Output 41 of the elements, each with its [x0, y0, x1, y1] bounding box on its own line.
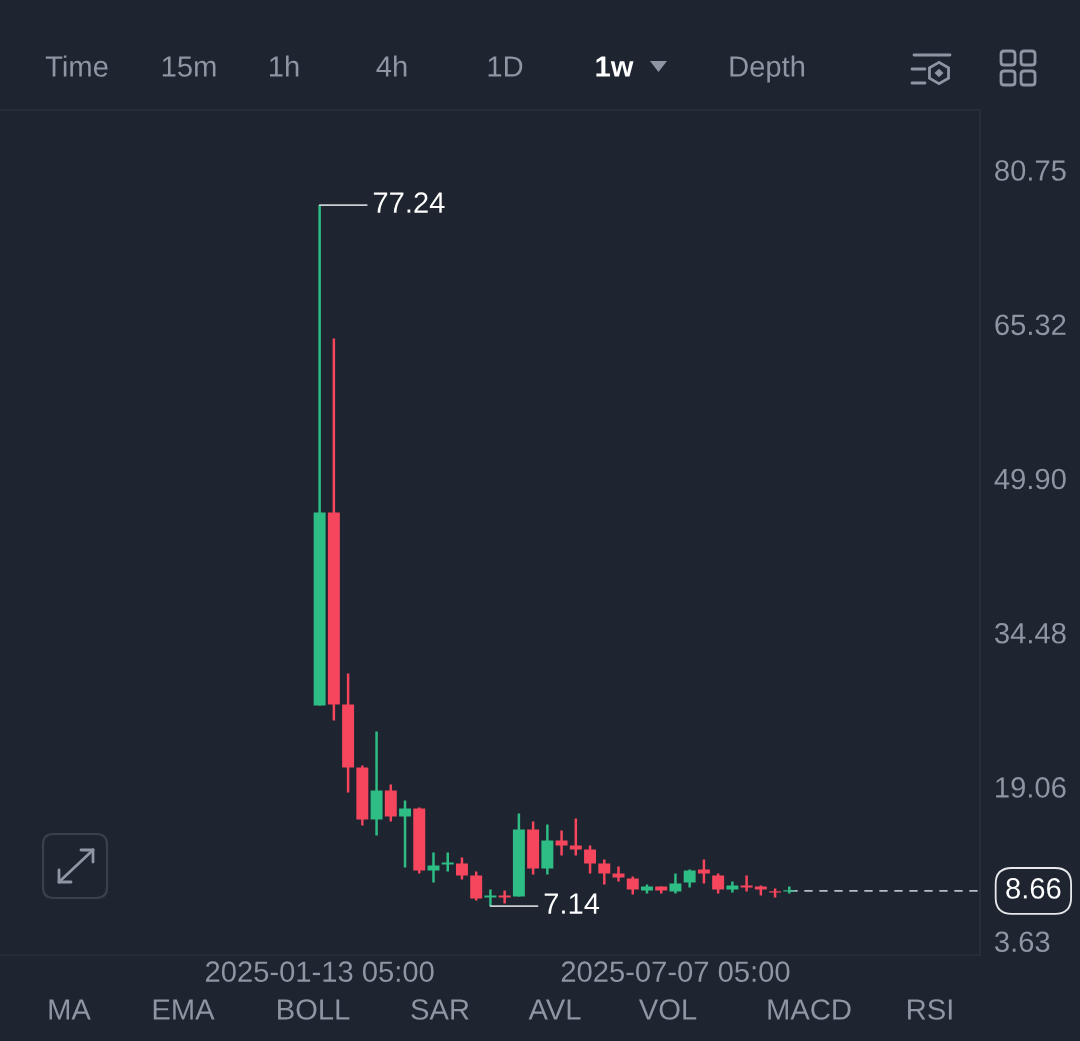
y-tick-label: 80.75	[995, 160, 1066, 181]
text: 1h	[270, 55, 299, 77]
candlestick	[712, 872, 725, 895]
text: 4h	[376, 55, 407, 77]
text: EMA	[153, 999, 215, 1020]
text: 1D	[488, 56, 523, 77]
candlestick	[697, 858, 710, 885]
candlestick	[498, 889, 511, 905]
candlestick	[470, 870, 483, 902]
candlestick	[584, 844, 597, 875]
y-tick-label: 3.63	[995, 931, 1050, 953]
annotation: 7.14	[544, 893, 600, 914]
x-tick-label: 2025-01-13 05:00	[205, 961, 434, 982]
text: 15m	[162, 56, 216, 77]
y-tick-label: 34.48	[995, 622, 1066, 644]
text: VOL	[638, 999, 697, 1020]
ref-line-label: 8.66	[1006, 878, 1061, 899]
y-tick-label: 19.06	[996, 777, 1066, 798]
candlestick	[441, 851, 454, 873]
candlestick	[555, 829, 568, 857]
text: SAR	[411, 999, 469, 1020]
candlestick	[569, 817, 582, 857]
candlestick	[427, 851, 440, 884]
text: RSI	[908, 999, 952, 1020]
candlestick	[455, 856, 468, 881]
candlestick	[740, 874, 753, 893]
candlestick	[669, 872, 682, 895]
text: Depth	[730, 55, 805, 83]
text: BOLL	[278, 999, 350, 1020]
text: MACD	[768, 999, 851, 1020]
y-tick-label: 49.90	[994, 468, 1066, 490]
y-tick-label: 65.32	[995, 314, 1066, 336]
candlestick	[484, 888, 497, 908]
text: 1w	[596, 56, 634, 77]
annotation: 77.24	[373, 192, 445, 213]
text: MA	[49, 999, 91, 1020]
x-tick-label: 2025-07-07 05:00	[561, 961, 790, 982]
candlestick	[598, 858, 611, 886]
text: Time	[45, 55, 108, 77]
candlestick	[399, 799, 412, 869]
text: AVL	[528, 999, 581, 1020]
